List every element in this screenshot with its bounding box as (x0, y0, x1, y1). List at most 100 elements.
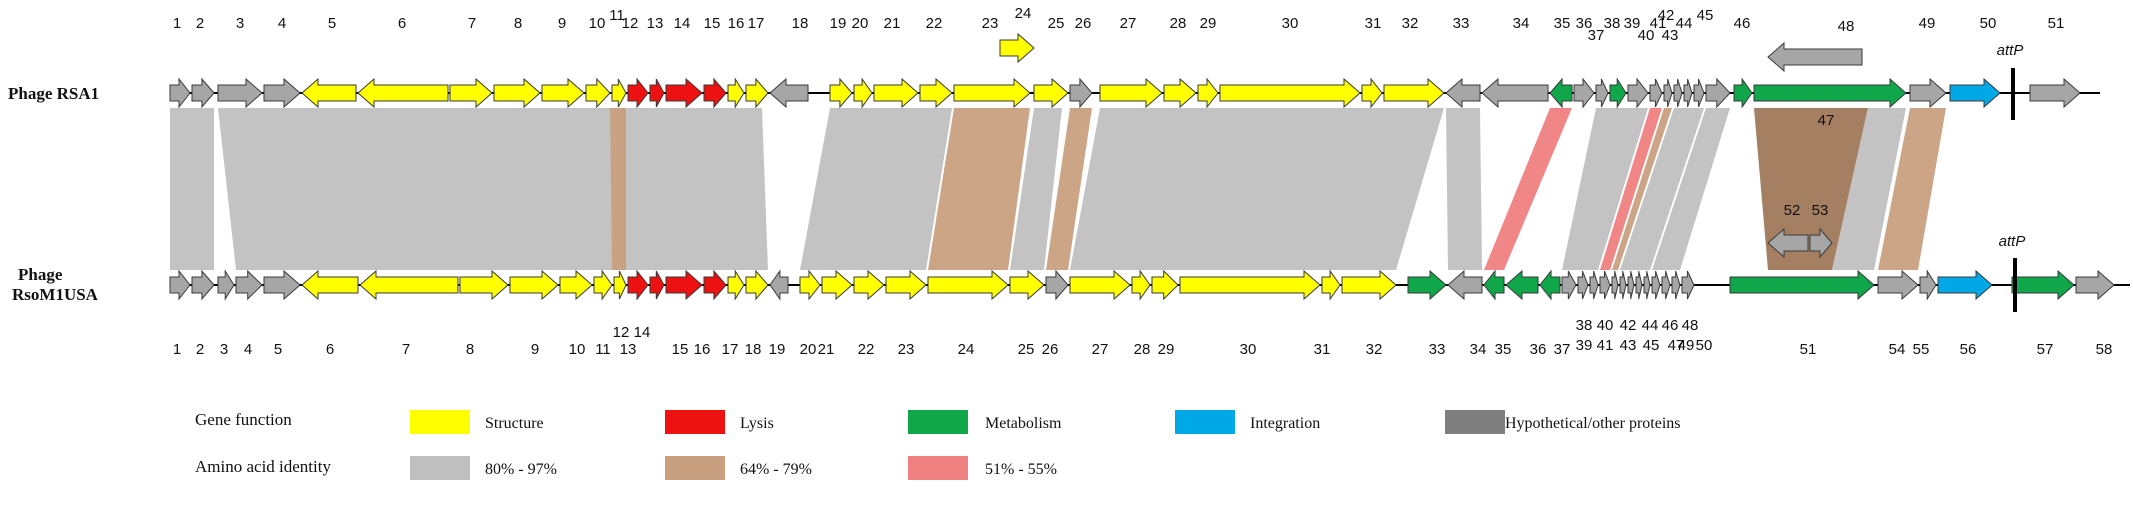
gene-number-top-9: 9 (558, 15, 566, 32)
gene-number-bottom-48: 48 (1682, 317, 1699, 334)
gene-number-top-19: 19 (830, 15, 847, 32)
gene-bottom-45 (1635, 270, 1643, 300)
gene-bottom-31 (1321, 269, 1341, 301)
legend-label-function: Lysis (740, 415, 774, 432)
gene-number-top-50: 50 (1980, 15, 1997, 32)
gene-top-28 (1163, 77, 1197, 109)
gene-bottom-14 (649, 270, 665, 300)
identity-band (800, 108, 952, 270)
legend-label-identity: 80% - 97% (485, 461, 557, 478)
gene-number-top-47: 47 (1818, 112, 1835, 129)
gene-number-top-51: 51 (2048, 15, 2065, 32)
gene-bottom-28 (1131, 269, 1151, 301)
identity-band (1484, 108, 1572, 270)
gene-top-18 (769, 77, 809, 109)
gene-number-bottom-14: 14 (634, 324, 651, 341)
gene-bottom-47 (1651, 270, 1661, 300)
gene-number-top-13: 13 (647, 15, 664, 32)
gene-top-24 (999, 32, 1035, 64)
gene-number-bottom-4: 4 (244, 341, 252, 358)
gene-number-bottom-35: 35 (1495, 341, 1512, 358)
gene-number-top-11: 11 (609, 7, 625, 24)
gene-top-31 (1361, 77, 1383, 109)
gene-bottom-2 (191, 269, 215, 301)
gene-number-top-43: 43 (1662, 27, 1679, 44)
gene-number-top-46: 46 (1734, 15, 1751, 32)
gene-number-bottom-26: 26 (1042, 341, 1059, 358)
gene-top-7 (449, 77, 493, 109)
gene-top-27 (1099, 77, 1163, 109)
gene-number-bottom-13: 13 (620, 341, 637, 358)
gene-bottom-54 (1877, 269, 1919, 301)
gene-top-22 (919, 77, 953, 109)
gene-number-top-49: 49 (1919, 15, 1936, 32)
gene-bottom-11 (593, 269, 613, 301)
identity-band (928, 108, 1030, 270)
gene-top-13 (649, 78, 665, 108)
gene-bottom-15 (665, 269, 703, 301)
attp-label-top: attP (1997, 42, 2024, 59)
gene-number-bottom-50: 50 (1696, 337, 1713, 354)
gene-number-bottom-16: 16 (694, 341, 711, 358)
gene-number-top-5: 5 (328, 15, 336, 32)
identity-band (1046, 108, 1092, 270)
legend-swatch-function (665, 410, 725, 434)
gene-number-bottom-29: 29 (1158, 341, 1175, 358)
gene-number-bottom-7: 7 (402, 341, 410, 358)
gene-number-top-4: 4 (278, 15, 286, 32)
gene-bottom-34 (1447, 269, 1483, 301)
gene-top-34 (1481, 77, 1549, 109)
gene-number-top-35: 35 (1554, 15, 1571, 32)
gene-number-top-39: 39 (1624, 15, 1641, 32)
gene-number-top-36: 36 (1576, 15, 1593, 32)
gene-number-bottom-12: 12 (613, 324, 630, 341)
gene-top-17 (745, 77, 769, 109)
gene-number-top-33: 33 (1453, 15, 1470, 32)
gene-number-top-3: 3 (236, 15, 244, 32)
genes-top (169, 32, 2081, 109)
identity-band (1878, 108, 1946, 270)
gene-number-top-41: 41 (1650, 15, 1667, 32)
gene-bottom-32 (1341, 269, 1397, 301)
gene-top-14 (665, 77, 703, 109)
gene-number-top-27: 27 (1120, 15, 1137, 32)
gene-bottom-21 (821, 269, 853, 301)
gene-number-top-15: 15 (704, 15, 721, 32)
gene-number-top-28: 28 (1170, 15, 1187, 32)
gene-number-bottom-21: 21 (818, 341, 835, 358)
gene-bottom-33 (1407, 269, 1447, 301)
legend-label-function: Integration (1250, 415, 1320, 432)
gene-top-35 (1549, 77, 1573, 109)
gene-number-top-29: 29 (1200, 15, 1217, 32)
gene-number-top-31: 31 (1365, 15, 1382, 32)
gene-number-top-32: 32 (1402, 15, 1419, 32)
gene-number-top-25: 25 (1048, 15, 1065, 32)
gene-top-41 (1663, 78, 1673, 108)
gene-bottom-44 (1627, 270, 1635, 300)
phage-label-bottom-line1: Phage (18, 265, 63, 284)
gene-number-bottom-44: 44 (1642, 317, 1659, 334)
gene-number-bottom-46: 46 (1662, 317, 1679, 334)
gene-top-49 (1909, 77, 1947, 109)
gene-top-25 (1033, 77, 1069, 109)
gene-bottom-7 (359, 269, 459, 301)
identity-band (1754, 108, 1868, 270)
gene-top-45 (1705, 77, 1731, 109)
gene-top-40 (1649, 78, 1663, 108)
identity-band (1600, 108, 1662, 270)
legend: Gene function Amino acid identity Struct… (195, 410, 1681, 480)
gene-bottom-49 (1671, 270, 1681, 300)
gene-bottom-52 (1767, 227, 1809, 259)
gene-bottom-3 (217, 269, 235, 301)
gene-bottom-24 (927, 269, 1009, 301)
gene-top-43 (1683, 78, 1693, 108)
gene-number-top-38: 38 (1604, 15, 1621, 32)
gene-bottom-43 (1619, 270, 1627, 300)
gene-number-bottom-18: 18 (745, 341, 762, 358)
identity-band (1652, 108, 1730, 270)
gene-number-top-14: 14 (674, 15, 691, 32)
gene-bottom-26 (1045, 269, 1069, 301)
gene-top-26 (1069, 77, 1093, 109)
gene-number-bottom-28: 28 (1134, 341, 1151, 358)
gene-number-bottom-52: 52 (1784, 202, 1801, 219)
